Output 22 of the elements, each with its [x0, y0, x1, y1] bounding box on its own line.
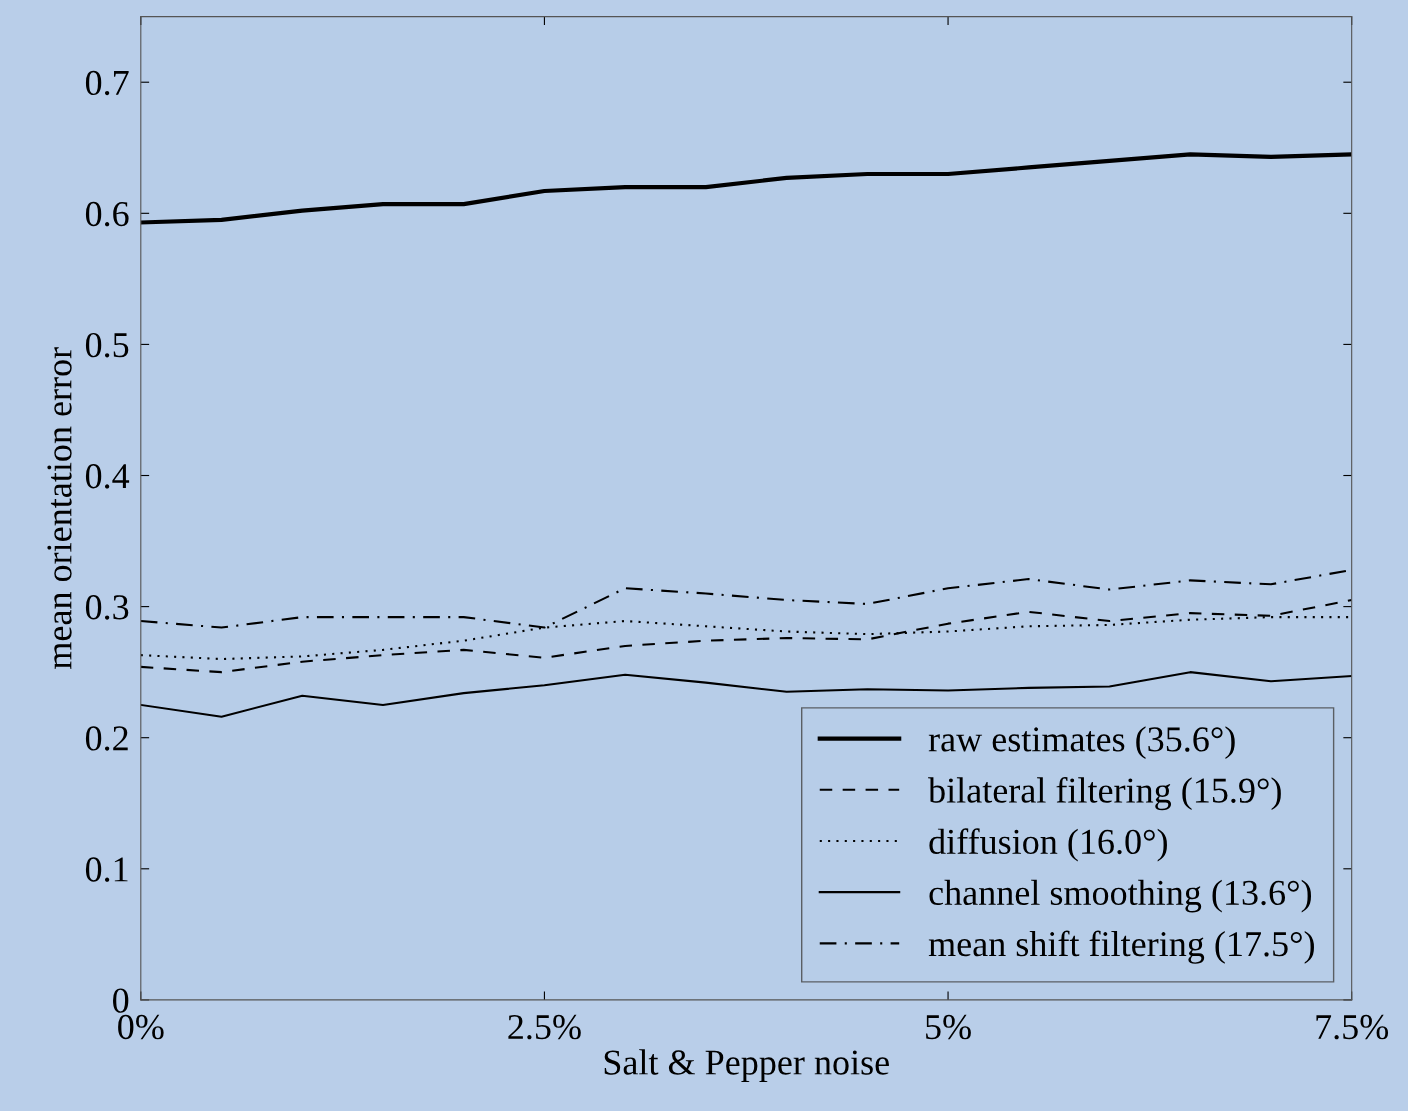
line-series	[140, 599, 1352, 674]
legend-label: bilateral filtering (15.9°)	[928, 777, 1281, 811]
y-tick-label: 0.4	[85, 464, 130, 489]
legend-label: channel smoothing (13.6°)	[929, 879, 1312, 913]
y-tick-label: 0.3	[85, 595, 129, 620]
x-axis-title: Salt & Pepper noise	[604, 1049, 889, 1083]
y-axis-title: mean orientation error	[47, 347, 72, 669]
line-series	[140, 671, 1352, 718]
x-tick-label: 7.5%	[1316, 1014, 1389, 1040]
y-tick-label: 0.6	[85, 201, 129, 227]
y-tick-label: 0	[113, 988, 129, 1013]
x-tick-label: 0%	[118, 1014, 164, 1040]
y-tick-label: 0.2	[85, 726, 128, 751]
y-tick-label: 0.5	[85, 332, 129, 358]
legend-label: mean shift filtering (17.5°)	[928, 930, 1314, 964]
legend-label: raw estimates (35.6°)	[928, 726, 1235, 759]
x-tick-label: 5%	[926, 1014, 971, 1040]
line-series	[140, 152, 1352, 225]
legend-label: diffusion (16.0°)	[929, 828, 1167, 862]
y-tick-label: 0.7	[85, 70, 129, 96]
y-tick-label: 0.1	[85, 857, 128, 882]
x-tick-label: 2.5%	[508, 1014, 581, 1040]
